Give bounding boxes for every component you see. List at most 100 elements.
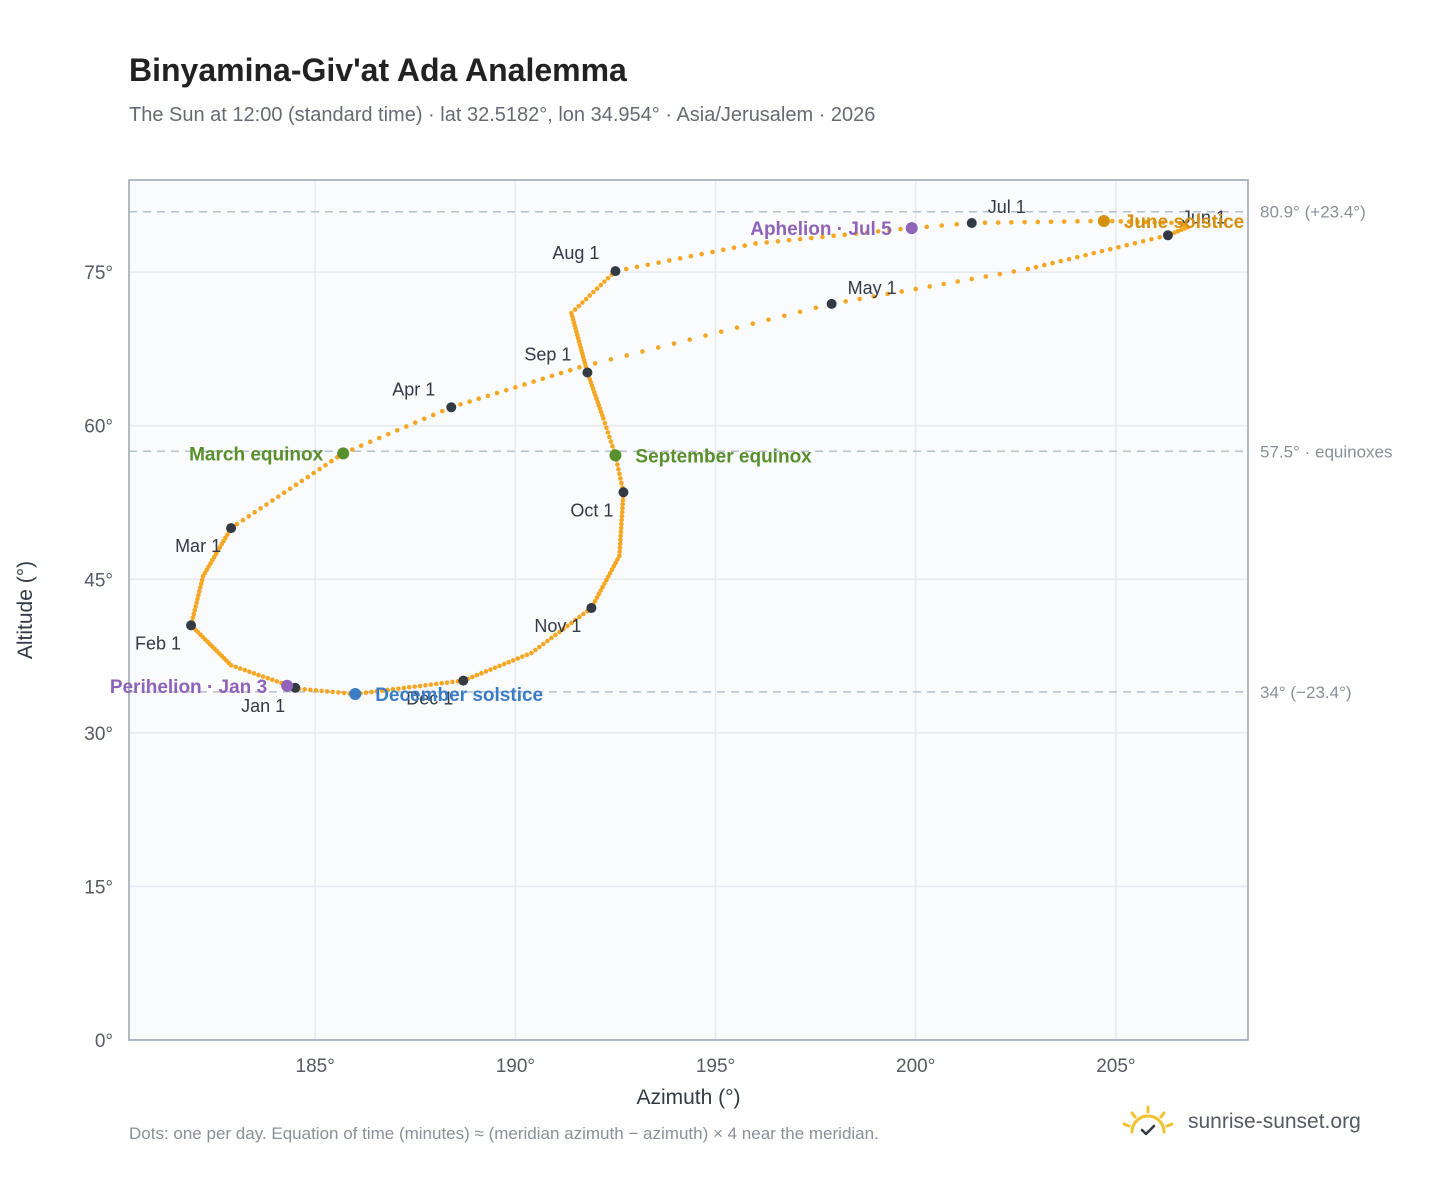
day-dot: [474, 672, 480, 678]
day-dot: [195, 596, 200, 602]
day-dot: [573, 617, 578, 623]
day-dot: [274, 679, 280, 684]
day-dot: [605, 275, 611, 281]
x-tick-label: 200°: [896, 1056, 935, 1077]
day-dot: [492, 665, 498, 671]
day-dot: [927, 284, 933, 289]
day-dot: [1041, 262, 1047, 268]
day-dot: [656, 260, 661, 265]
day-dot: [190, 615, 196, 621]
day-dot: [476, 396, 482, 402]
x-axis-label: Azimuth (°): [636, 1086, 740, 1109]
day-dot: [549, 373, 555, 379]
day-dot: [615, 556, 620, 562]
day-dot: [617, 553, 622, 559]
day-dot: [313, 688, 319, 693]
day-dot: [281, 490, 287, 495]
day-dot: [450, 679, 455, 685]
event-marker: [349, 687, 362, 700]
day-dot: [428, 682, 434, 687]
event-marker: [281, 679, 294, 692]
day-dot: [1135, 219, 1140, 225]
day-dot: [1107, 246, 1113, 252]
day-dot: [718, 329, 724, 334]
month-marker: [586, 602, 597, 613]
day-dot: [1083, 252, 1088, 258]
day-dot: [619, 513, 625, 519]
day-dot: [323, 462, 328, 468]
day-dot: [598, 588, 604, 593]
day-dot: [619, 480, 624, 486]
day-dot: [549, 635, 554, 641]
day-dot: [1074, 254, 1080, 260]
day-dot: [1116, 244, 1121, 250]
day-dot: [605, 430, 611, 435]
day-dot: [594, 595, 600, 600]
day-dot: [600, 584, 605, 590]
day-dot: [233, 664, 238, 670]
x-tick-label: 205°: [1096, 1056, 1135, 1077]
day-dot: [609, 567, 615, 572]
day-dot: [617, 541, 623, 547]
day-dot: [857, 296, 862, 302]
day-dot: [1124, 242, 1130, 248]
day-dot: [1152, 220, 1157, 225]
day-dot: [470, 674, 475, 680]
day-dot: [753, 241, 758, 246]
reference-line-label: 34° (−23.4°): [1260, 683, 1352, 702]
day-dot: [439, 681, 444, 686]
day-dot: [734, 325, 740, 330]
day-dot: [899, 289, 904, 294]
day-dot: [620, 497, 626, 503]
day-dot: [592, 598, 598, 604]
month-marker: [446, 402, 457, 413]
y-tick-label: 75°: [84, 263, 113, 284]
day-dot: [258, 506, 263, 511]
day-dot: [287, 486, 293, 492]
day-dot: [515, 656, 521, 661]
day-dot: [293, 482, 299, 488]
day-dot: [390, 686, 396, 692]
event-marker: [905, 222, 918, 235]
day-dot: [433, 681, 439, 687]
day-dot: [813, 305, 819, 311]
month-label: Oct 1: [570, 500, 613, 520]
day-dot: [401, 685, 407, 691]
day-dot: [567, 367, 573, 373]
reference-line-label: 80.9° (+23.4°): [1260, 203, 1366, 222]
brand[interactable]: sunrise-sunset.org: [1120, 1104, 1361, 1140]
day-dot: [616, 466, 621, 472]
month-label: Aug 1: [552, 243, 599, 263]
x-tick-label: 185°: [296, 1056, 335, 1077]
day-dot: [494, 390, 500, 396]
month-marker: [226, 523, 237, 534]
day-dot: [742, 243, 748, 248]
day-dot: [479, 670, 484, 676]
day-dot: [618, 529, 624, 535]
day-dot: [561, 626, 566, 632]
day-dot: [598, 282, 604, 288]
month-marker: [966, 218, 977, 228]
day-dot: [1160, 220, 1166, 225]
day-dot: [524, 652, 530, 658]
y-axis-label: Altitude (°): [14, 561, 37, 659]
day-dot: [1149, 236, 1154, 242]
month-marker: [610, 266, 621, 277]
day-dot: [403, 424, 409, 429]
month-label: Jul 1: [988, 197, 1026, 217]
day-dot: [363, 690, 369, 695]
day-dot: [247, 669, 252, 675]
day-dot: [458, 402, 463, 407]
day-dot: [497, 663, 502, 669]
day-dot: [731, 245, 737, 251]
day-dot: [1126, 219, 1132, 224]
day-dot: [634, 264, 640, 270]
day-dot: [417, 683, 423, 689]
day-dot: [265, 675, 270, 681]
day-dot: [242, 667, 248, 673]
reference-line-label: 57.5° · equinoxes: [1260, 442, 1393, 461]
month-label: Dec 1: [406, 689, 453, 709]
day-dot: [604, 425, 609, 431]
day-dot: [624, 353, 629, 358]
